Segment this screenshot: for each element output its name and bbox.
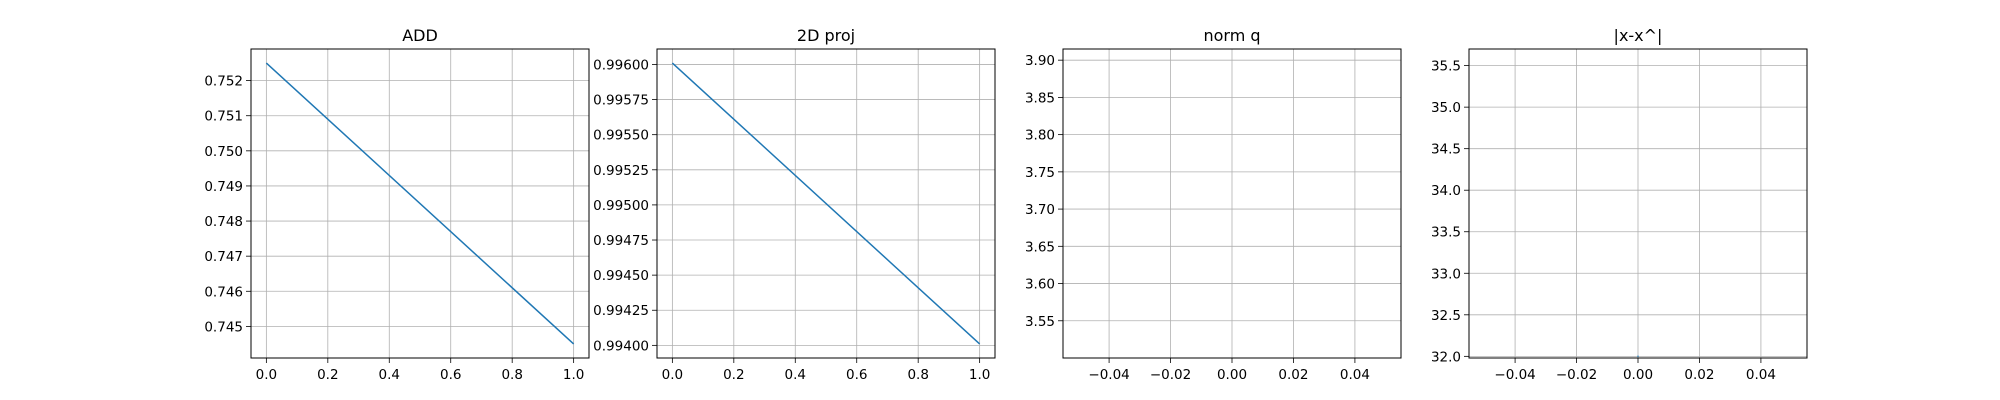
panel-title: 2D proj: [797, 26, 855, 45]
y-tick-label: 3.80: [1025, 128, 1055, 144]
x-tick-label: 0.8: [501, 367, 522, 383]
y-tick-label: 3.70: [1025, 202, 1055, 218]
y-tick-label: 3.75: [1025, 165, 1055, 181]
y-tick-label: 34.5: [1431, 142, 1461, 158]
y-tick-label: 0.747: [204, 249, 243, 265]
y-tick-label: 0.99400: [593, 338, 649, 354]
x-tick-label: 0.4: [785, 367, 806, 383]
y-tick-label: 0.751: [204, 109, 243, 125]
panel-title: norm q: [1203, 26, 1260, 45]
panel-title: ADD: [402, 26, 438, 45]
x-tick-label: 0.02: [1684, 367, 1714, 383]
y-tick-label: 0.99600: [593, 57, 649, 73]
y-tick-label: 0.746: [204, 284, 243, 300]
x-tick-label: 0.00: [1217, 367, 1247, 383]
grid: [251, 49, 589, 358]
y-tick-label: 0.99500: [593, 198, 649, 214]
y-tick-label: 33.0: [1431, 266, 1461, 282]
ticks: 0.0 0.2 0.4 0.6 0.8 1.0 0.745 0.746 0.747 0.748 0.…: [204, 74, 584, 383]
ticks: 0.0 0.2 0.4 0.6 0.8 1.0 0.99400 0.99425 0.99450 0…: [593, 57, 990, 383]
x-tick-label: −0.02: [1556, 367, 1597, 383]
y-tick-label: 0.99450: [593, 268, 649, 284]
x-tick-label: 0.2: [317, 367, 338, 383]
x-tick-label: 0.02: [1278, 367, 1308, 383]
y-tick-label: 0.99550: [593, 128, 649, 144]
grid: [1063, 49, 1401, 358]
y-tick-label: 0.99525: [593, 163, 649, 179]
y-tick-label: 3.55: [1025, 314, 1055, 330]
series-line: [671, 62, 981, 345]
y-tick-label: 0.99425: [593, 303, 649, 319]
axes-frame: [250, 48, 590, 359]
x-tick-label: −0.04: [1494, 367, 1535, 383]
series-line: [265, 62, 575, 345]
panel-abs-error: |x-x^| −0.04 −0.02 0.00 0.02 0.04 32.0 32.5 33.…: [1431, 26, 1808, 383]
axes-frame: [656, 48, 996, 359]
x-tick-label: 0.4: [379, 367, 400, 383]
ticks: −0.04 −0.02 0.00 0.02 0.04 32.0 32.5 33.0 33.5 34…: [1431, 59, 1776, 383]
y-tick-label: 0.748: [204, 214, 243, 230]
y-tick-label: 34.0: [1431, 183, 1461, 199]
y-tick-label: 3.85: [1025, 90, 1055, 106]
y-tick-label: 0.99475: [593, 233, 649, 249]
x-tick-label: 1.0: [969, 367, 990, 383]
ticks: −0.04 −0.02 0.00 0.02 0.04 3.55 3.60 3.65 3.70 3.…: [1025, 53, 1370, 383]
y-tick-label: 32.0: [1431, 349, 1461, 365]
x-tick-label: −0.04: [1088, 367, 1129, 383]
y-tick-label: 0.749: [204, 179, 243, 195]
y-tick-label: 32.5: [1431, 308, 1461, 324]
grid: [1469, 49, 1807, 358]
x-tick-label: 0.04: [1746, 367, 1776, 383]
x-tick-label: −0.02: [1150, 367, 1191, 383]
y-tick-label: 0.752: [204, 74, 243, 90]
x-tick-label: 0.0: [662, 367, 683, 383]
panel-2d-proj: 2D proj 0.0 0.2 0.4 0.6 0.8 1.0 0.99400 0.99425…: [593, 26, 996, 383]
x-tick-label: 1.0: [563, 367, 584, 383]
x-tick-label: 0.8: [907, 367, 928, 383]
x-tick-label: 0.0: [256, 367, 277, 383]
y-tick-label: 35.5: [1431, 59, 1461, 75]
y-tick-label: 35.0: [1431, 100, 1461, 116]
x-tick-label: 0.04: [1340, 367, 1370, 383]
y-tick-label: 0.750: [204, 144, 243, 160]
x-tick-label: 0.6: [440, 367, 461, 383]
x-tick-label: 0.00: [1623, 367, 1653, 383]
panel-title: |x-x^|: [1614, 26, 1663, 45]
x-tick-label: 0.2: [723, 367, 744, 383]
y-tick-label: 33.5: [1431, 225, 1461, 241]
y-tick-label: 3.90: [1025, 53, 1055, 69]
y-tick-label: 3.60: [1025, 277, 1055, 293]
panel-norm-q: norm q −0.04 −0.02 0.00 0.02 0.04 3.55 3.60 3.6…: [1025, 26, 1402, 383]
y-tick-label: 0.745: [204, 319, 243, 335]
y-tick-label: 3.65: [1025, 239, 1055, 255]
panel-add: ADD 0.0 0.2 0.4 0.6 0.8 1.0 0.745 0.746 0.747 0.7…: [204, 26, 590, 383]
y-tick-label: 0.99575: [593, 93, 649, 109]
x-tick-label: 0.6: [846, 367, 867, 383]
